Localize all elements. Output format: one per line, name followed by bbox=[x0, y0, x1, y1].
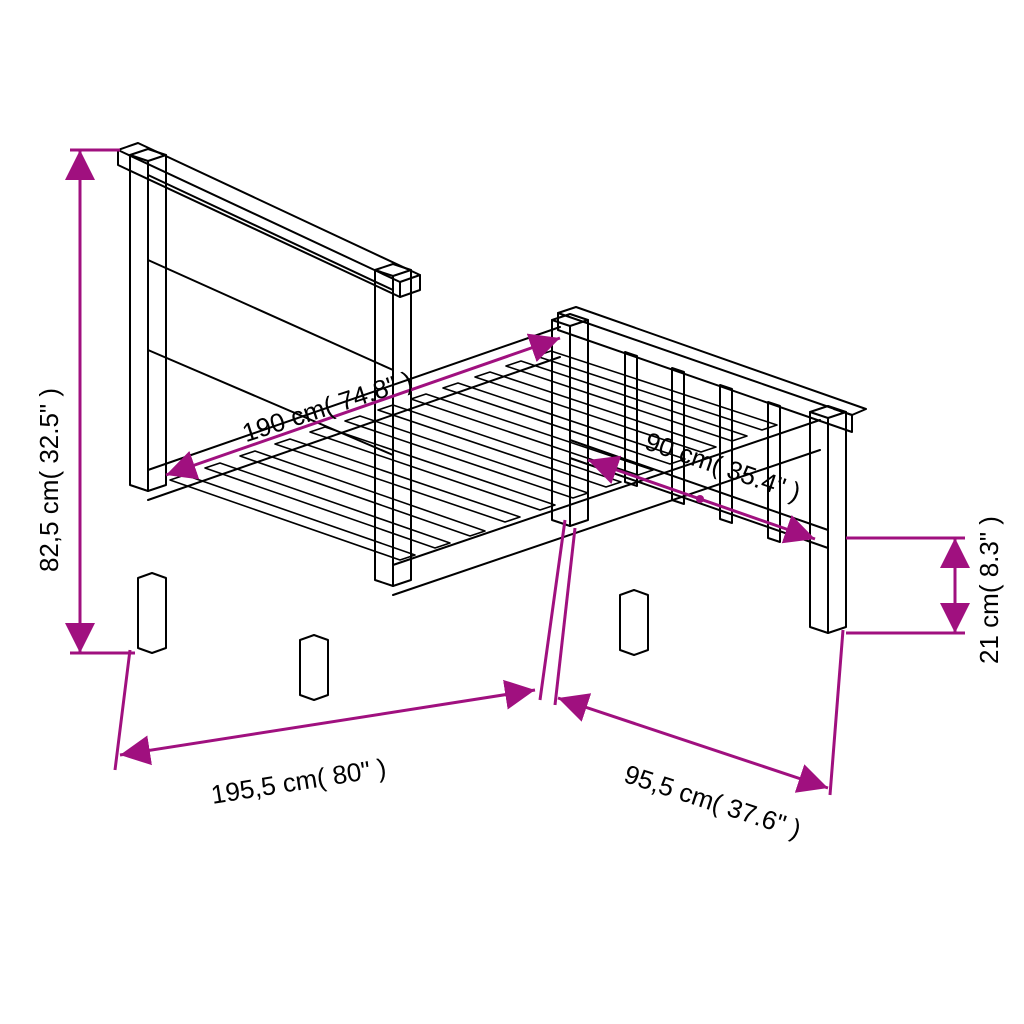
dimension-labels: 82,5 cm( 32.5" ) 190 cm( 74.8" ) 90 cm( … bbox=[34, 365, 1004, 844]
label-slat-height: 21 cm( 8.3" ) bbox=[974, 516, 1004, 664]
label-outer-length: 195,5 cm( 80" ) bbox=[209, 752, 388, 809]
dimension-diagram: 82,5 cm( 32.5" ) 190 cm( 74.8" ) 90 cm( … bbox=[0, 0, 1024, 1024]
dimension-lines bbox=[70, 150, 965, 795]
label-height: 82,5 cm( 32.5" ) bbox=[34, 388, 64, 572]
bed-frame-drawing bbox=[118, 143, 866, 700]
